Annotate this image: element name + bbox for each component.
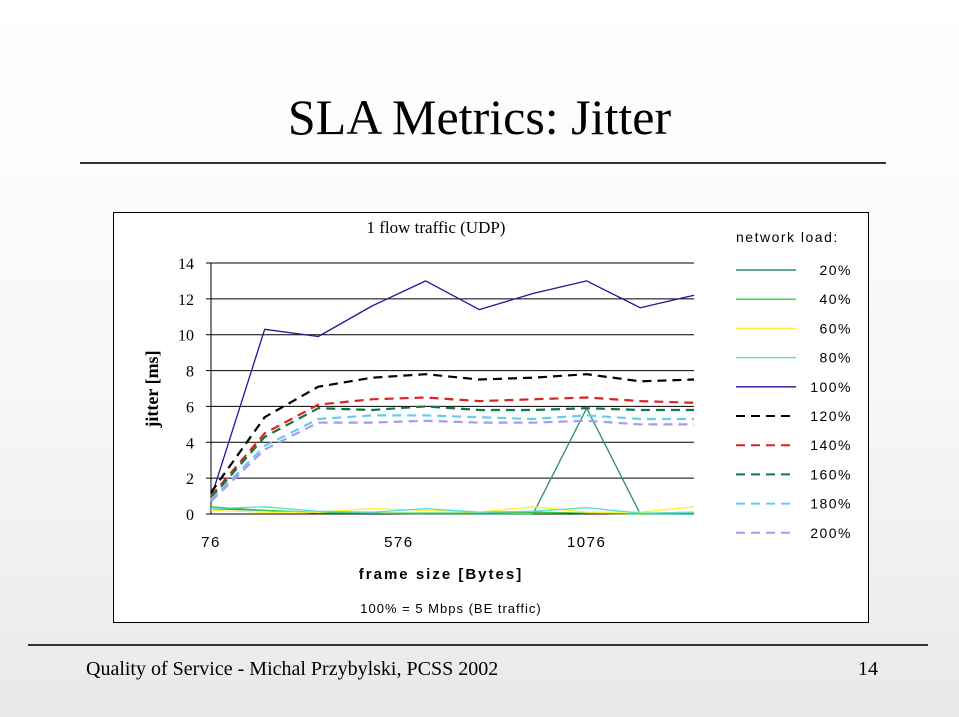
series-line-80pct xyxy=(210,506,695,514)
series-line-200pct xyxy=(210,419,694,503)
series-layer xyxy=(210,280,695,515)
series-line-140pct xyxy=(210,396,695,497)
y-tick-label: 10 xyxy=(178,328,194,345)
legend-label-160pct: 160% xyxy=(810,466,852,482)
y-tick-label: 6 xyxy=(186,399,194,416)
series-line-120pct xyxy=(210,373,695,494)
grid-layer xyxy=(211,262,694,515)
chart-note: 100% = 5 Mbps (BE traffic) xyxy=(360,601,541,616)
legend-label-180pct: 180% xyxy=(810,496,852,512)
footer-text: Quality of Service - Michal Przybylski, … xyxy=(86,658,499,680)
legend-label-80pct: 80% xyxy=(819,350,852,366)
series-line-100pct xyxy=(210,280,695,499)
series-line-160pct xyxy=(210,405,694,499)
axis-layer: 0 2 4 6 8 10 12 14 76 576 1076 xyxy=(178,256,606,551)
legend-label-60pct: 60% xyxy=(819,320,852,336)
legend-label-20pct: 20% xyxy=(819,262,852,278)
legend: 20% 40% 60% 80% 100% 120% 140% 160% 180% 200% xyxy=(736,262,852,541)
y-tick-label: 8 xyxy=(186,364,194,381)
jitter-chart: 1 flow traffic (UDP) jitter [ms] frame s… xyxy=(142,218,852,616)
footer-divider xyxy=(28,644,928,646)
y-tick-label: 12 xyxy=(178,292,194,309)
y-tick-label: 4 xyxy=(186,435,194,452)
legend-label-40pct: 40% xyxy=(819,291,852,307)
legend-label-200pct: 200% xyxy=(810,525,852,541)
y-tick-label: 14 xyxy=(178,256,194,273)
slide-title: SLA Metrics: Jitter xyxy=(287,89,672,145)
x-tick-label: 1076 xyxy=(567,534,606,551)
series-line-60pct xyxy=(210,506,695,513)
title-divider xyxy=(80,162,886,164)
chart-title: 1 flow traffic (UDP) xyxy=(367,218,506,237)
x-tick-label: 576 xyxy=(384,534,414,551)
chart-frame: 1 flow traffic (UDP) jitter [ms] frame s… xyxy=(113,212,869,623)
y-axis-label: jitter [ms] xyxy=(142,350,162,428)
x-tick-label: 76 xyxy=(201,534,221,551)
legend-label-140pct: 140% xyxy=(810,437,852,453)
y-tick-label: 2 xyxy=(186,471,194,488)
x-axis-label: frame size [Bytes] xyxy=(359,566,523,583)
legend-label-100pct: 100% xyxy=(810,379,852,395)
series-line-40pct xyxy=(210,506,695,515)
page-number: 14 xyxy=(858,658,878,680)
series-line-180pct xyxy=(210,414,694,501)
legend-title: network load: xyxy=(736,229,839,245)
legend-label-120pct: 120% xyxy=(810,408,852,424)
y-tick-label: 0 xyxy=(186,507,194,524)
